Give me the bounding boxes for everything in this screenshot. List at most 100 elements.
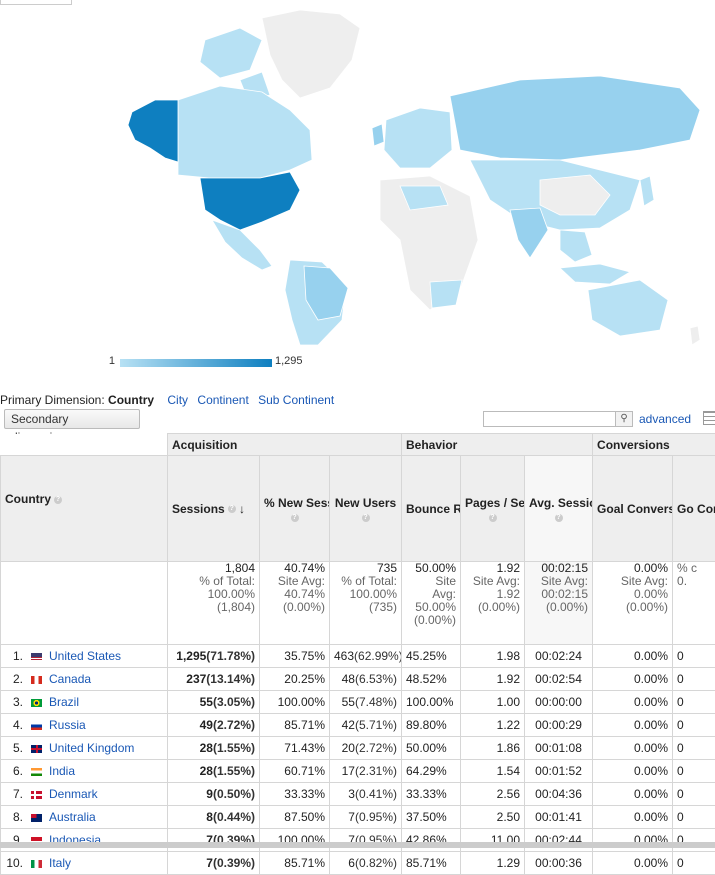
country-link[interactable]: Australia — [49, 810, 96, 824]
country-link[interactable]: Italy — [49, 856, 71, 870]
new-users-cell: 55(7.48%) — [330, 691, 402, 714]
sessions-cell: 28(1.55%) — [168, 760, 260, 783]
row-index: 7. — [5, 787, 23, 801]
secondary-dimension-dropdown[interactable]: Secondary dimension⌄ — [4, 409, 140, 429]
pages-session-cell: 1.98 — [461, 645, 525, 668]
map-russia — [450, 76, 700, 160]
totals-row: 1,804% of Total:100.00%(1,804) 40.74%Sit… — [1, 562, 715, 645]
table-view-icon[interactable] — [703, 411, 715, 425]
goal-completions-cell: 0 — [673, 645, 715, 668]
col-avg-session-duration[interactable]: Avg. Session Duration? — [525, 456, 593, 562]
country-cell: 6. India — [1, 760, 168, 783]
dimension-city-link[interactable]: City — [167, 393, 188, 407]
legend-max: 1,295 — [275, 355, 303, 367]
gb-flag-icon — [31, 745, 42, 753]
advanced-filter-link[interactable]: advanced — [639, 412, 691, 426]
goal-conversion-cell: 0.00% — [593, 783, 673, 806]
col-goal-completions[interactable]: Go Compl — [673, 456, 715, 562]
help-icon[interactable]: ? — [489, 514, 497, 522]
new-users-cell: 17(2.31%) — [330, 760, 402, 783]
help-icon[interactable]: ? — [228, 505, 236, 513]
country-cell: 7. Denmark — [1, 783, 168, 806]
col-new-sessions[interactable]: % New Sessions? — [260, 456, 330, 562]
new-users-cell: 3(0.41%) — [330, 783, 402, 806]
country-cell: 8.Australia — [1, 806, 168, 829]
country-link[interactable]: Russia — [49, 718, 86, 732]
new-users-cell: 463(62.99%) — [330, 645, 402, 668]
new-users-cell: 20(2.72%) — [330, 737, 402, 760]
pages-session-cell: 2.50 — [461, 806, 525, 829]
horizontal-scrollbar[interactable] — [0, 842, 715, 848]
dimension-continent-link[interactable]: Continent — [197, 393, 248, 407]
new-sessions-cell: 100.00% — [260, 829, 330, 852]
goal-completions-cell: 0 — [673, 760, 715, 783]
country-link[interactable]: United States — [49, 649, 121, 663]
col-goal-conversion-rate[interactable]: Goal Conversion Rate? — [593, 456, 673, 562]
row-index: 1. — [5, 649, 23, 663]
avg-duration-cell: 00:02:44 — [525, 829, 593, 852]
pages-session-cell: 11.00 — [461, 829, 525, 852]
dimension-subcontinent-link[interactable]: Sub Continent — [258, 393, 334, 407]
new-sessions-cell: 87.50% — [260, 806, 330, 829]
map-canada — [178, 86, 312, 178]
col-country[interactable]: Country? — [1, 456, 168, 562]
bounce-rate-cell: 37.50% — [402, 806, 461, 829]
help-icon[interactable]: ? — [291, 514, 299, 522]
country-link[interactable]: Denmark — [49, 787, 98, 801]
avg-duration-cell: 00:01:08 — [525, 737, 593, 760]
search-icon[interactable]: ⚲ — [615, 412, 632, 426]
country-link[interactable]: United Kingdom — [49, 741, 134, 755]
primary-dimension-current: Country — [108, 393, 154, 407]
goal-conversion-cell: 0.00% — [593, 645, 673, 668]
goal-conversion-cell: 0.00% — [593, 737, 673, 760]
bounce-rate-cell: 50.00% — [402, 737, 461, 760]
goal-completions-cell: 0 — [673, 691, 715, 714]
table-search-input[interactable]: ⚲ — [483, 411, 633, 427]
country-cell: 1. United States — [1, 645, 168, 668]
col-sessions[interactable]: Sessions? ↓ — [168, 456, 260, 562]
new-sessions-cell: 20.25% — [260, 668, 330, 691]
bounce-rate-cell: 45.25% — [402, 645, 461, 668]
bounce-rate-cell: 85.71% — [402, 852, 461, 875]
goal-conversion-cell: 0.00% — [593, 829, 673, 852]
sessions-cell: 7(0.39%) — [168, 829, 260, 852]
goal-conversion-cell: 0.00% — [593, 668, 673, 691]
help-icon[interactable]: ? — [54, 496, 62, 504]
pages-session-cell: 1.29 — [461, 852, 525, 875]
new-sessions-cell: 33.33% — [260, 783, 330, 806]
goal-completions-cell: 0 — [673, 852, 715, 875]
col-pages-session[interactable]: Pages / Session? — [461, 456, 525, 562]
country-link[interactable]: Canada — [49, 672, 91, 686]
help-icon[interactable]: ? — [555, 514, 563, 522]
col-new-users[interactable]: New Users? — [330, 456, 402, 562]
help-icon[interactable]: ? — [362, 514, 370, 522]
map-indonesia — [560, 264, 630, 284]
row-index: 6. — [5, 764, 23, 778]
avg-duration-cell: 00:02:24 — [525, 645, 593, 668]
map-greenland — [262, 10, 360, 98]
data-table: Acquisition Behavior Conversions Country… — [0, 433, 715, 875]
goal-completions-cell: 0 — [673, 829, 715, 852]
row-index: 10. — [5, 856, 23, 870]
new-sessions-cell: 85.71% — [260, 714, 330, 737]
bounce-rate-cell: 33.33% — [402, 783, 461, 806]
pages-session-cell: 1.86 — [461, 737, 525, 760]
sort-down-icon[interactable]: ↓ — [239, 502, 245, 516]
row-index: 2. — [5, 672, 23, 686]
new-sessions-cell: 71.43% — [260, 737, 330, 760]
in-flag-icon — [31, 768, 42, 776]
dk-flag-icon — [31, 791, 42, 799]
group-behavior: Behavior — [402, 434, 593, 456]
country-link[interactable]: India — [49, 764, 75, 778]
col-bounce-rate[interactable]: Bounce Rate? — [402, 456, 461, 562]
country-link[interactable]: Brazil — [49, 695, 79, 709]
map-canada-arctic — [200, 28, 262, 78]
bounce-rate-cell: 42.86% — [402, 829, 461, 852]
world-map — [0, 0, 715, 350]
pages-session-cell: 1.92 — [461, 668, 525, 691]
sessions-cell: 237(13.14%) — [168, 668, 260, 691]
primary-dimension-label: Primary Dimension: — [0, 393, 105, 407]
